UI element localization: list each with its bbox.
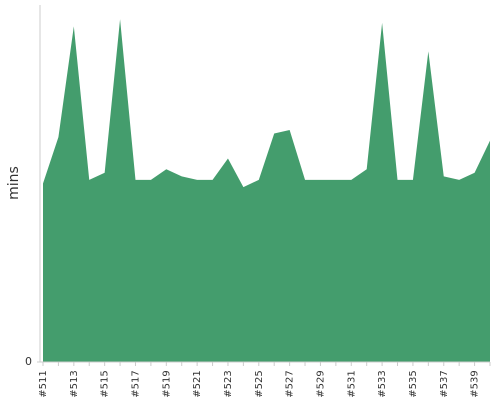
x-tick-label: #521: [192, 370, 203, 397]
area: [43, 19, 490, 363]
x-tick-label: #515: [100, 370, 111, 397]
x-tick-label: #511: [38, 370, 49, 397]
x-tick-label: #527: [285, 370, 296, 397]
x-tick-label: #535: [408, 370, 419, 397]
x-tick-label: #517: [130, 370, 141, 397]
y-tick-label: 0: [25, 355, 32, 368]
x-tick-label: #513: [69, 370, 80, 397]
x-tick-label: #539: [470, 370, 481, 397]
x-tick-label: #533: [377, 370, 388, 397]
x-tick-label: #537: [439, 370, 450, 397]
x-tick-label: #519: [161, 370, 172, 397]
x-tick-label: #529: [315, 370, 326, 397]
x-tick-label: #525: [254, 370, 265, 397]
x-tick-label: #523: [223, 370, 234, 397]
x-tick-label: #531: [346, 370, 357, 397]
y-axis-label: mins: [6, 166, 22, 200]
